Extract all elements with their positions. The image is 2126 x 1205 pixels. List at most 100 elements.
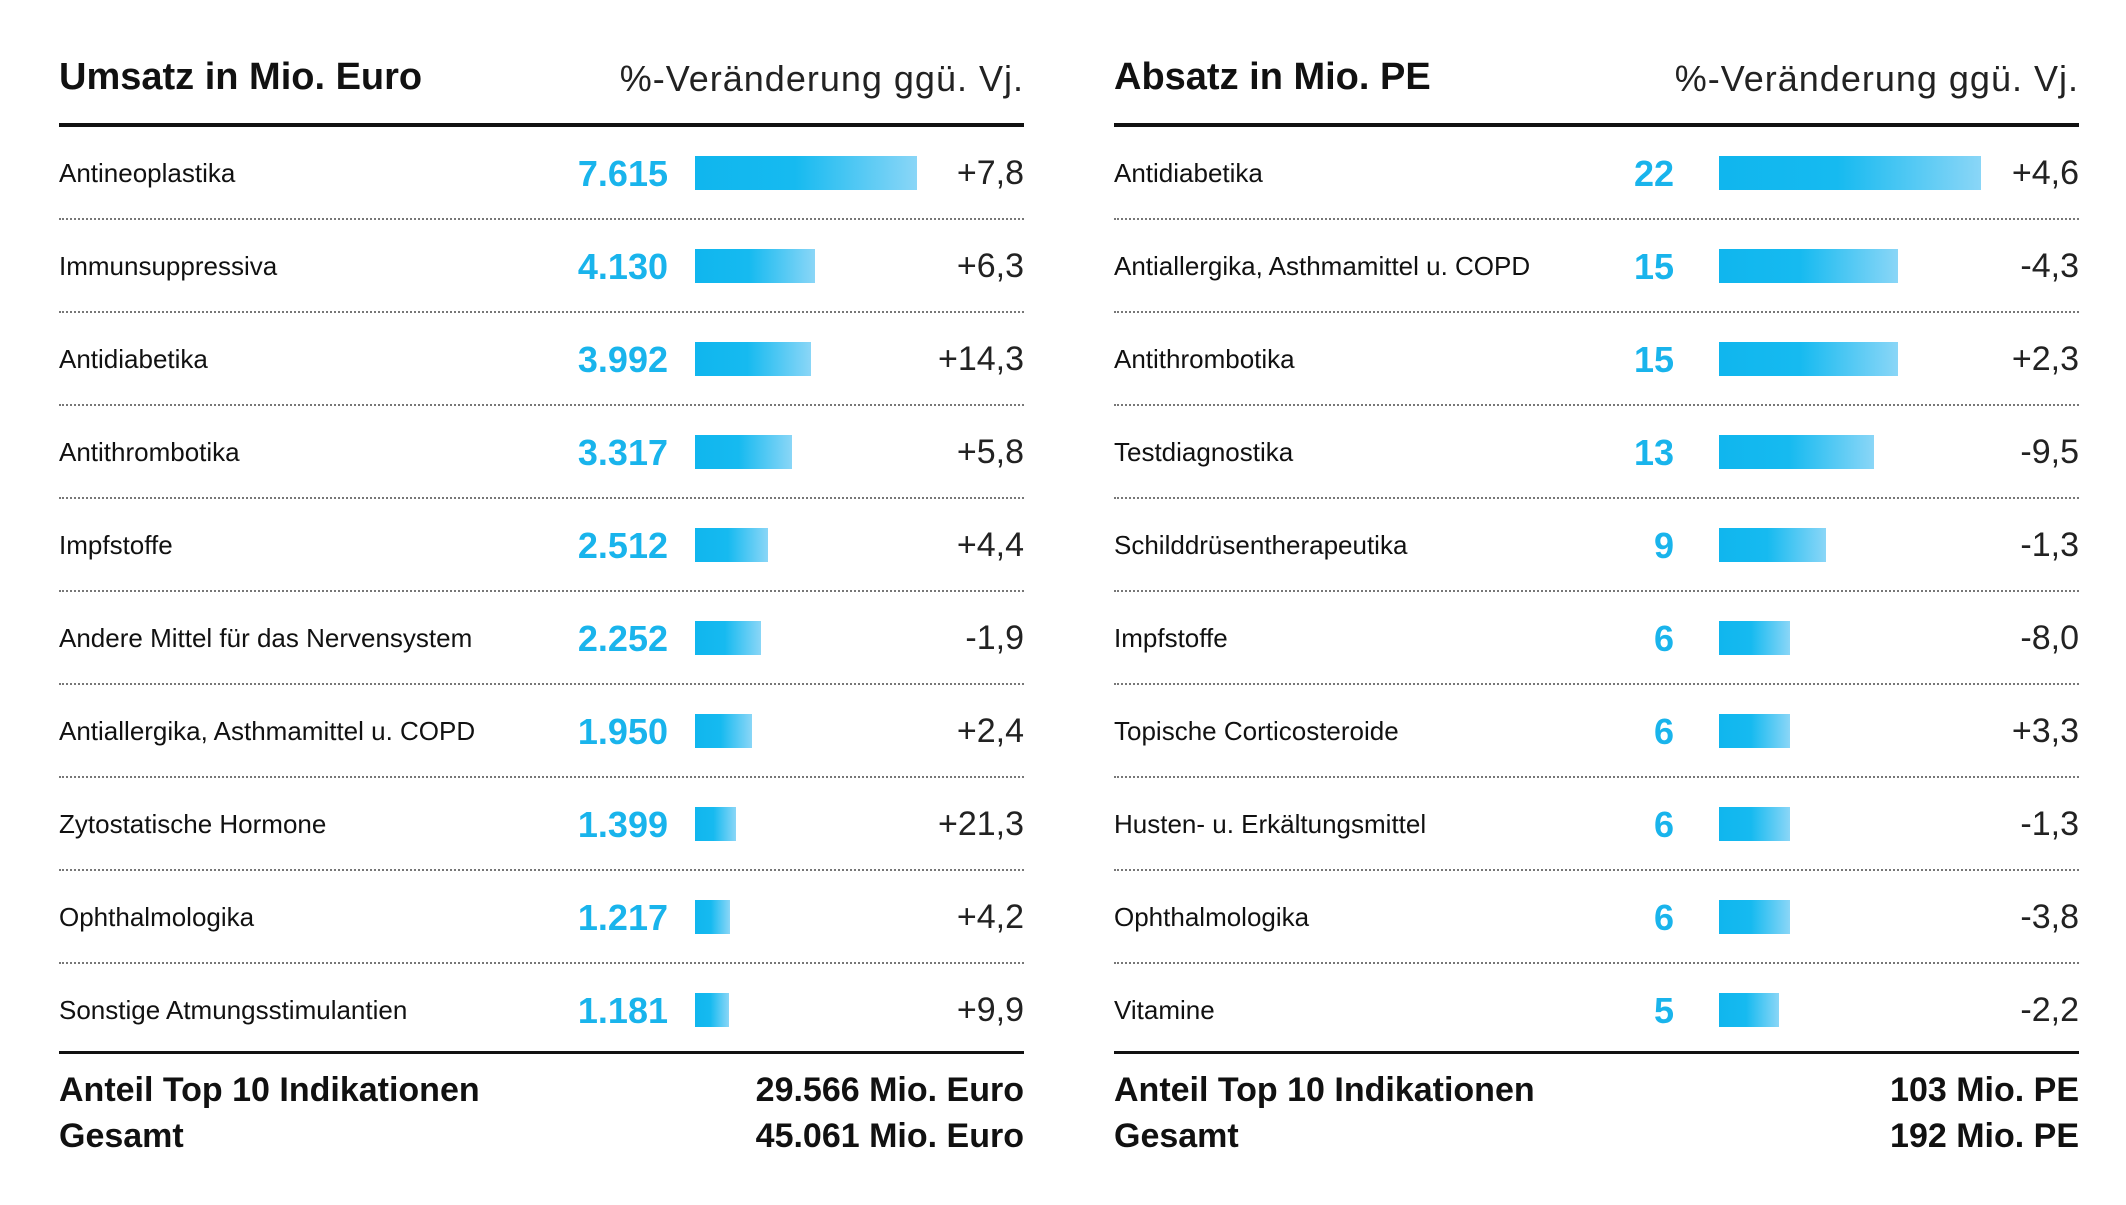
absatz-change-label: -9,5 <box>2020 433 2079 471</box>
umsatz-row: Antineoplastika 7.615 +7,8 <box>59 127 1024 220</box>
absatz-header: Absatz in Mio. PE %-Veränderung ggü. Vj. <box>1114 48 2079 118</box>
absatz-row: Testdiagnostika 13 -9,5 <box>1114 406 2079 499</box>
umsatz-bar <box>695 156 917 190</box>
umsatz-row-divider <box>59 962 1024 964</box>
absatz-top-rule <box>1114 123 2079 127</box>
umsatz-category-label: Antidiabetika <box>59 344 208 374</box>
absatz-value-label: 15 <box>1633 339 1674 380</box>
umsatz-bar <box>695 993 729 1027</box>
absatz-row-divider <box>1114 590 2079 592</box>
absatz-category-label: Antidiabetika <box>1114 158 1263 188</box>
umsatz-value-label: 4.130 <box>577 246 668 287</box>
umsatz-row-divider <box>59 311 1024 313</box>
absatz-change-label: -1,3 <box>2020 526 2079 564</box>
umsatz-footer-top10-label: Anteil Top 10 Indikationen <box>59 1071 480 1109</box>
umsatz-footer-top10: Anteil Top 10 Indikationen 29.566 Mio. E… <box>59 1071 1024 1117</box>
absatz-value-label: 5 <box>1653 990 1674 1031</box>
absatz-value-label: 22 <box>1633 153 1674 194</box>
umsatz-row: Ophthalmologika 1.217 +4,2 <box>59 871 1024 964</box>
absatz-row: Antithrombotika 15 +2,3 <box>1114 313 2079 406</box>
absatz-category-label: Vitamine <box>1114 995 1215 1025</box>
absatz-bottom-rule <box>1114 1051 2079 1054</box>
umsatz-row: Immunsuppressiva 4.130 +6,3 <box>59 220 1024 313</box>
absatz-row: Impfstoffe 6 -8,0 <box>1114 592 2079 685</box>
absatz-row-divider <box>1114 683 2079 685</box>
umsatz-category-label: Zytostatische Hormone <box>59 809 327 839</box>
umsatz-row-divider <box>59 683 1024 685</box>
umsatz-row-divider <box>59 404 1024 406</box>
absatz-change-label: -1,3 <box>2020 805 2079 843</box>
absatz-bar <box>1719 714 1790 748</box>
umsatz-change-label: +21,3 <box>937 805 1024 843</box>
absatz-row: Schilddrüsentherapeutika 9 -1,3 <box>1114 499 2079 592</box>
absatz-bar <box>1719 807 1790 841</box>
umsatz-row: Antiallergika, Asthmamittel u. COPD 1.950… <box>59 685 1024 778</box>
umsatz-row: Antidiabetika 3.992 +14,3 <box>59 313 1024 406</box>
absatz-bar <box>1719 621 1790 655</box>
umsatz-value-label: 3.992 <box>577 339 668 380</box>
absatz-row-divider <box>1114 218 2079 220</box>
umsatz-row: Impfstoffe 2.512 +4,4 <box>59 499 1024 592</box>
absatz-footer-total: Gesamt 192 Mio. PE <box>1114 1117 2079 1163</box>
absatz-bar <box>1719 342 1898 376</box>
umsatz-rows: Antineoplastika 7.615 +7,8 Immunsuppressiva… <box>59 127 1024 1057</box>
umsatz-category-label: Antithrombotika <box>59 437 240 467</box>
umsatz-bar <box>695 249 815 283</box>
absatz-row-divider <box>1114 497 2079 499</box>
absatz-row: Topische Corticosteroide 6 +3,3 <box>1114 685 2079 778</box>
umsatz-category-label: Ophthalmologika <box>59 902 255 932</box>
absatz-row: Ophthalmologika 6 -3,8 <box>1114 871 2079 964</box>
absatz-row: Vitamine 5 -2,2 <box>1114 964 2079 1057</box>
absatz-bar <box>1719 156 1981 190</box>
umsatz-change-label: +4,4 <box>956 526 1024 564</box>
absatz-category-label: Schilddrüsentherapeutika <box>1114 530 1408 560</box>
umsatz-value-label: 1.217 <box>577 897 668 938</box>
umsatz-row: Antithrombotika 3.317 +5,8 <box>59 406 1024 499</box>
umsatz-bar <box>695 621 761 655</box>
umsatz-row-divider <box>59 218 1024 220</box>
absatz-category-label: Testdiagnostika <box>1114 437 1294 467</box>
absatz-row-divider <box>1114 776 2079 778</box>
umsatz-change-label: +6,3 <box>956 247 1024 285</box>
absatz-title: Absatz in Mio. PE <box>1114 56 1431 98</box>
absatz-category-label: Topische Corticosteroide <box>1114 716 1399 746</box>
absatz-row-divider <box>1114 869 2079 871</box>
umsatz-bottom-rule <box>59 1051 1024 1054</box>
umsatz-value-label: 1.399 <box>577 804 668 845</box>
absatz-change-label: +4,6 <box>2011 154 2079 192</box>
absatz-change-label: +3,3 <box>2011 712 2079 750</box>
umsatz-category-label: Immunsuppressiva <box>59 251 278 281</box>
absatz-category-label: Antithrombotika <box>1114 344 1295 374</box>
absatz-row-divider <box>1114 404 2079 406</box>
umsatz-category-label: Andere Mittel für das Nervensystem <box>59 623 473 653</box>
umsatz-change-label: -1,9 <box>965 619 1024 657</box>
absatz-footer-top10: Anteil Top 10 Indikationen 103 Mio. PE <box>1114 1071 2079 1117</box>
absatz-value-label: 13 <box>1633 432 1674 473</box>
absatz-category-label: Antiallergika, Asthmamittel u. COPD <box>1114 251 1531 281</box>
absatz-bar <box>1719 435 1874 469</box>
umsatz-category-label: Antiallergika, Asthmamittel u. COPD <box>59 716 476 746</box>
umsatz-category-label: Antineoplastika <box>59 158 236 188</box>
umsatz-row: Sonstige Atmungsstimulantien 1.181 +9,9 <box>59 964 1024 1057</box>
umsatz-change-label: +2,4 <box>956 712 1024 750</box>
umsatz-row: Andere Mittel für das Nervensystem 2.252 -… <box>59 592 1024 685</box>
absatz-subtitle: %-Veränderung ggü. Vj. <box>1674 58 2079 99</box>
absatz-change-label: -2,2 <box>2020 991 2079 1029</box>
umsatz-value-label: 3.317 <box>577 432 668 473</box>
umsatz-bar <box>695 714 752 748</box>
umsatz-bar <box>695 807 736 841</box>
absatz-value-label: 6 <box>1653 618 1674 659</box>
umsatz-change-label: +14,3 <box>937 340 1024 378</box>
umsatz-category-label: Impfstoffe <box>59 530 173 560</box>
umsatz-bar <box>695 528 768 562</box>
absatz-change-label: -4,3 <box>2020 247 2079 285</box>
absatz-row-divider <box>1114 962 2079 964</box>
absatz-row: Husten- u. Erkältungsmittel 6 -1,3 <box>1114 778 2079 871</box>
absatz-category-label: Impfstoffe <box>1114 623 1228 653</box>
absatz-bar <box>1719 249 1898 283</box>
absatz-change-label: +2,3 <box>2011 340 2079 378</box>
absatz-bar <box>1719 993 1779 1027</box>
umsatz-value-label: 1.950 <box>577 711 668 752</box>
absatz-row: Antiallergika, Asthmamittel u. COPD 15 -4,… <box>1114 220 2079 313</box>
absatz-panel: Absatz in Mio. PE %-Veränderung ggü. Vj.… <box>1114 0 2079 1205</box>
